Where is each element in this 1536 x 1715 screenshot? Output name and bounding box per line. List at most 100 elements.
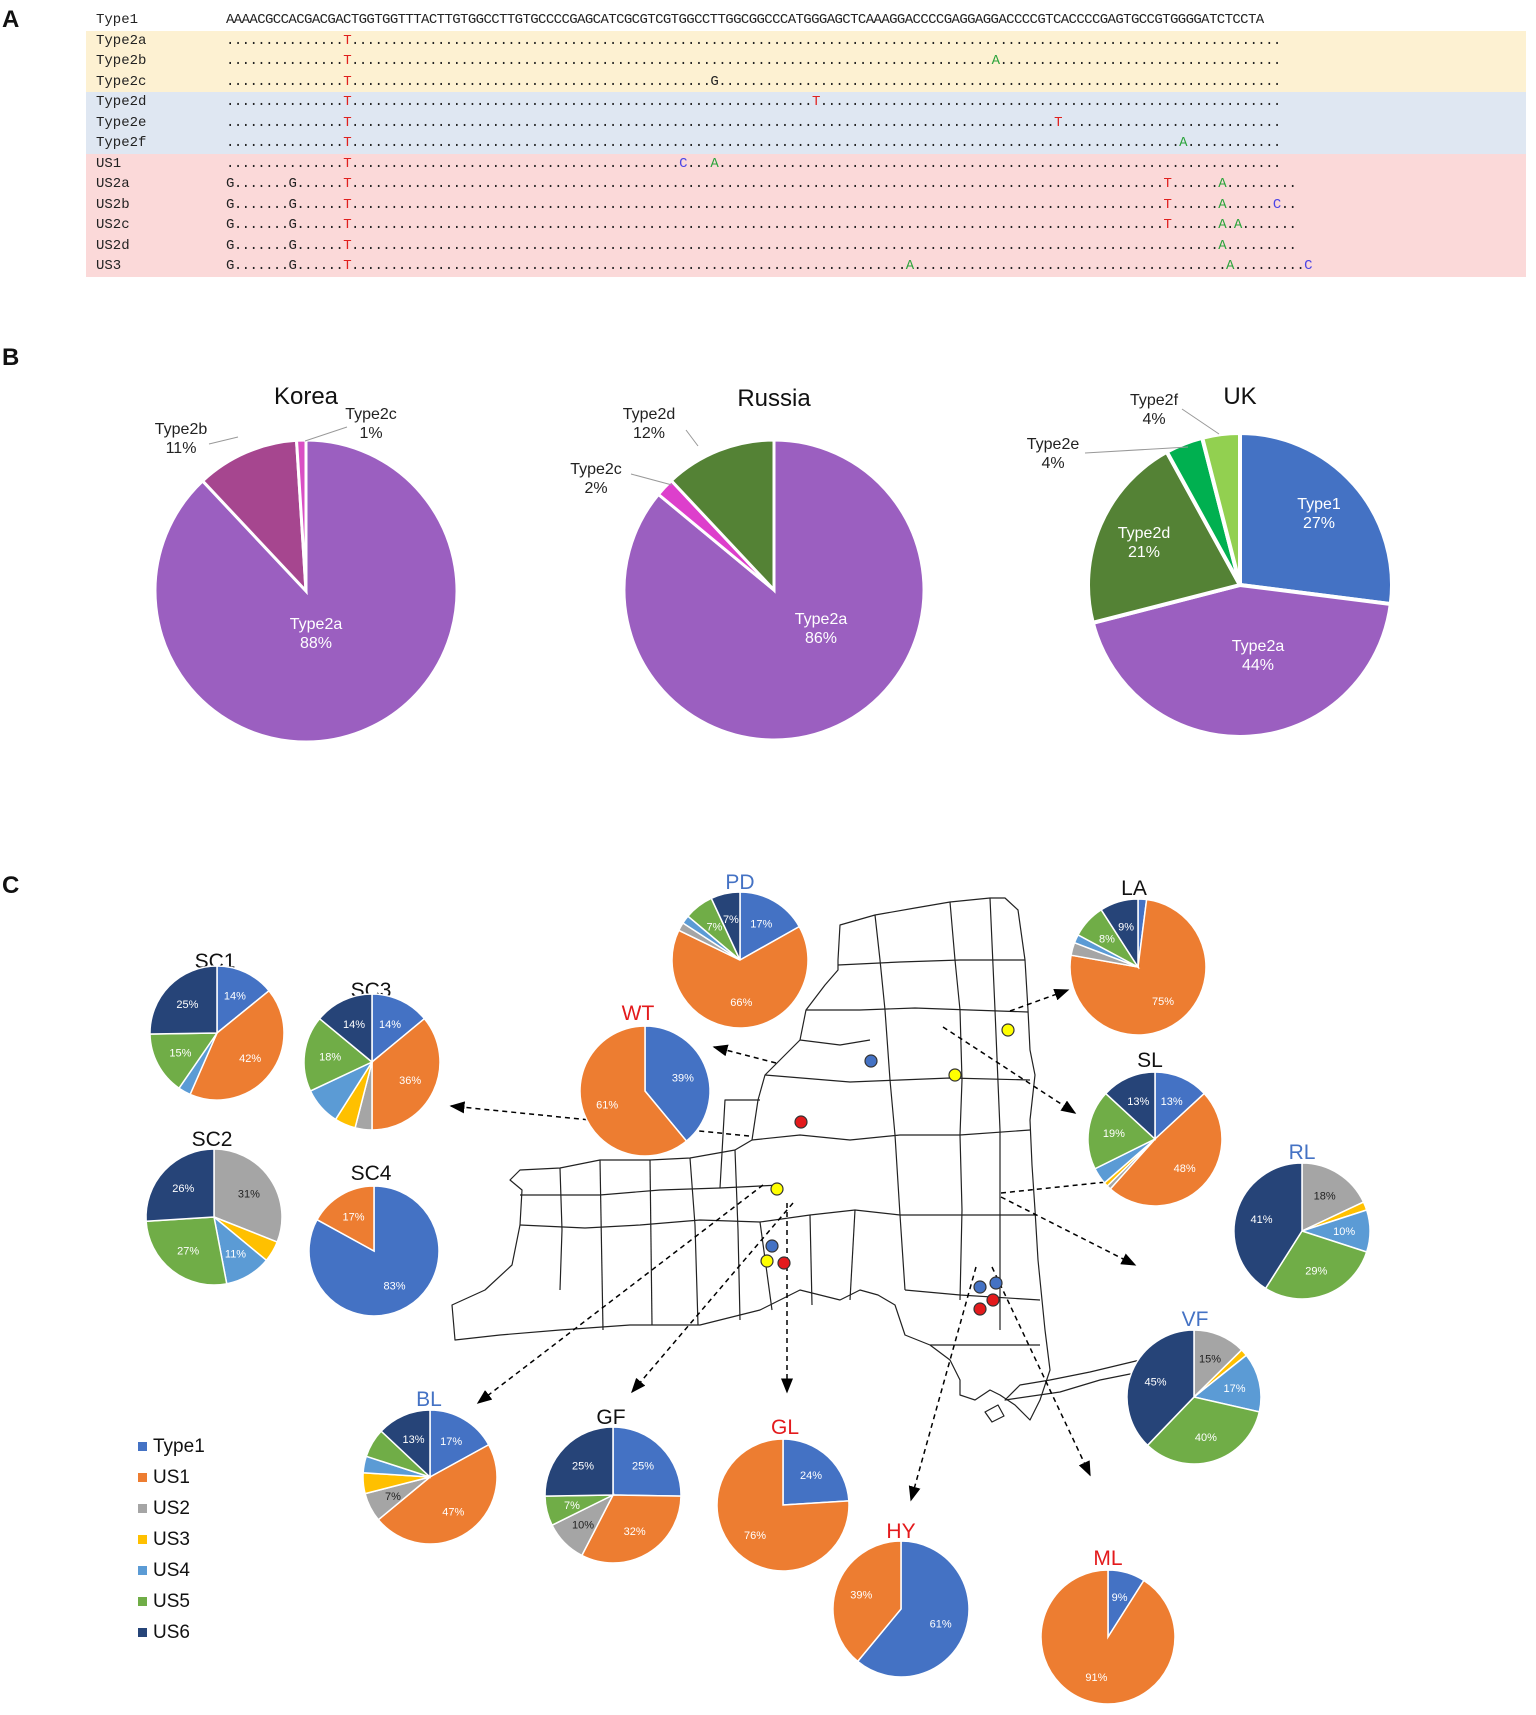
site-pie-slice-us5 bbox=[1264, 1230, 1368, 1300]
site-name: WT bbox=[622, 1002, 655, 1025]
mutation-base: G bbox=[710, 73, 719, 90]
county-border bbox=[764, 1074, 1031, 1083]
mutation-base: G bbox=[288, 217, 297, 233]
site-slice-percent: 61% bbox=[930, 1618, 952, 1630]
site-pie-slice-us5 bbox=[303, 1017, 374, 1092]
county-border bbox=[520, 1184, 781, 1196]
panel-a-letter: A bbox=[2, 6, 20, 33]
site-pie-slice-type1 bbox=[1154, 1071, 1206, 1141]
site-dot bbox=[973, 1302, 987, 1316]
slice-percent: 4% bbox=[1041, 455, 1064, 472]
leader-line bbox=[1084, 446, 1189, 454]
mutation-base: T bbox=[343, 114, 351, 131]
site-dots bbox=[760, 1023, 1015, 1316]
site-slice-percent: 7% bbox=[706, 922, 722, 934]
slice-label: Type1 bbox=[1297, 496, 1341, 513]
slice-percent: 11% bbox=[166, 440, 197, 457]
mutation-base: G bbox=[288, 237, 297, 254]
mutation-base: G bbox=[226, 237, 234, 254]
pie-slice-type2a bbox=[153, 438, 459, 744]
site-pie-slice-type1 bbox=[644, 1025, 711, 1143]
site-slice-percent: 13% bbox=[402, 1434, 424, 1446]
site-name: LA bbox=[1121, 877, 1147, 900]
alignment-row-sequence: AAAACGCCACGACGACTGGTGGTTTACTTGTGGCCTTGTG… bbox=[226, 12, 1264, 28]
site-slice-percent: 24% bbox=[800, 1470, 822, 1482]
mutation-base: A bbox=[1218, 196, 1226, 213]
site-slice-percent: 7% bbox=[385, 1491, 401, 1503]
site-name: GL bbox=[771, 1416, 799, 1439]
legend-label: US1 bbox=[153, 1467, 190, 1488]
county-border bbox=[689, 1157, 699, 1326]
pie-slice-type2d bbox=[669, 438, 776, 594]
alignment-row-sequence: ...............T........................… bbox=[226, 73, 1281, 90]
pie-slice-type2a bbox=[1090, 582, 1394, 739]
site-slice-percent: 48% bbox=[1174, 1163, 1196, 1175]
site-pie-slice-us2 bbox=[1301, 1162, 1365, 1233]
site-arrow bbox=[631, 1202, 794, 1394]
legend-label: Type1 bbox=[153, 1436, 205, 1457]
mutation-base: T bbox=[1163, 196, 1172, 213]
site-pie-slice-us6 bbox=[1233, 1162, 1303, 1290]
alignment-row-sequence: ...............T........................… bbox=[226, 135, 1281, 151]
site-pie-slice-us1 bbox=[1109, 1092, 1223, 1207]
site-pie-gl: GL 24% 76% bbox=[716, 1416, 850, 1572]
alignment-row-name: Type2a bbox=[96, 32, 147, 49]
site-slice-percent: 32% bbox=[624, 1526, 646, 1538]
mutation-base: G bbox=[226, 258, 234, 274]
mutation-base: T bbox=[343, 176, 351, 192]
country-pie-russia: Russia Type2a 86% Type2c 2% Type2d 12% bbox=[570, 385, 926, 742]
mutation-base: A bbox=[905, 258, 914, 274]
site-pie-sl: SL 13% 48% 19% 13% bbox=[1087, 1049, 1223, 1207]
pie-title: Korea bbox=[274, 383, 339, 410]
mutation-base: T bbox=[343, 217, 351, 233]
slice-percent: 4% bbox=[1142, 411, 1165, 428]
site-arrow bbox=[991, 1266, 1091, 1477]
site-name: SC2 bbox=[192, 1128, 233, 1151]
county-border bbox=[806, 1007, 1029, 1013]
site-slice-percent: 15% bbox=[1199, 1354, 1221, 1366]
site-arrow bbox=[476, 1184, 764, 1404]
site-pie-slice-us1 bbox=[377, 1443, 498, 1545]
site-pie-slice-us1 bbox=[189, 989, 285, 1101]
leader-line bbox=[630, 473, 673, 486]
site-name: RL bbox=[1289, 1141, 1316, 1164]
site-slice-percent: 17% bbox=[750, 919, 772, 931]
site-arrow bbox=[942, 1026, 1077, 1114]
slice-label: Type2c bbox=[570, 461, 622, 478]
alignment-row-sequence: G.......G......T........................… bbox=[226, 196, 1297, 213]
site-slice-percent: 7% bbox=[564, 1500, 580, 1512]
pie-title: Russia bbox=[737, 385, 811, 412]
legend-swatch bbox=[138, 1628, 147, 1637]
slice-label: Type2d bbox=[1118, 525, 1170, 542]
site-pie-slice-type1 bbox=[371, 993, 426, 1064]
site-slice-percent: 18% bbox=[319, 1052, 341, 1064]
site-arrow bbox=[449, 1101, 750, 1137]
site-name: PD bbox=[725, 871, 754, 894]
county-border bbox=[734, 1149, 741, 1321]
site-dot bbox=[777, 1256, 791, 1270]
site-dot bbox=[864, 1054, 878, 1068]
site-pie-slice-type1 bbox=[308, 1185, 440, 1317]
site-pie-la: LA 75% 8%9% bbox=[1069, 877, 1207, 1036]
site-pie-slice-us1 bbox=[580, 1494, 682, 1564]
site-slice-percent: 36% bbox=[399, 1075, 421, 1087]
alignment-row-sequence: ...............T........................… bbox=[226, 155, 1281, 172]
slice-label: Type2f bbox=[1130, 392, 1179, 409]
mutation-base: A bbox=[991, 53, 1000, 69]
slice-label: Type2a bbox=[290, 616, 343, 633]
site-pie-sc4: SC4 83% 17% bbox=[308, 1162, 440, 1317]
leader-line bbox=[304, 426, 348, 442]
site-pie-wt: WT 39% 61% bbox=[579, 1002, 711, 1157]
new-york-map bbox=[451, 897, 1184, 1423]
pie-slice-type2c bbox=[294, 438, 308, 592]
site-slice-percent: 39% bbox=[850, 1590, 872, 1602]
site-pie-slice-us1 bbox=[1040, 1569, 1176, 1705]
site-pie-slice-us1 bbox=[579, 1025, 688, 1157]
site-pie-slice-us5 bbox=[1087, 1092, 1157, 1170]
slice-label: Type2a bbox=[795, 611, 848, 628]
slice-percent: 44% bbox=[1242, 657, 1274, 674]
site-dot bbox=[986, 1293, 1000, 1307]
mutation-base: C bbox=[1304, 258, 1312, 274]
site-dot bbox=[794, 1115, 808, 1129]
